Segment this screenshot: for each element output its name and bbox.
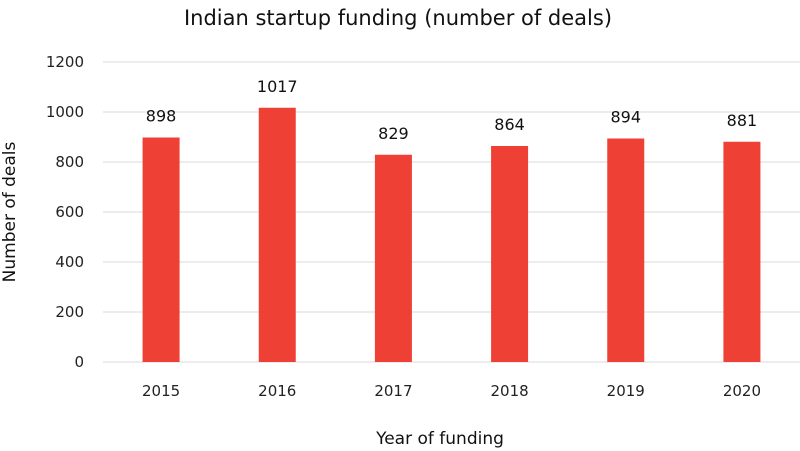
chart-title: Indian startup funding (number of deals) bbox=[184, 6, 612, 30]
x-tick-label: 2020 bbox=[723, 382, 761, 400]
x-axis-title: Year of funding bbox=[375, 429, 504, 449]
x-tick-label: 2018 bbox=[490, 382, 528, 400]
x-tick-label: 2016 bbox=[258, 382, 296, 400]
y-tick-label: 200 bbox=[55, 303, 84, 321]
data-label-2017: 829 bbox=[378, 124, 409, 143]
bar-2018 bbox=[491, 146, 529, 362]
y-tick-label: 0 bbox=[74, 353, 84, 371]
bar-2017 bbox=[374, 154, 412, 362]
bar-2020 bbox=[723, 141, 761, 362]
x-tick-label: 2015 bbox=[142, 382, 180, 400]
x-tick-label: 2019 bbox=[607, 382, 645, 400]
y-tick-label: 800 bbox=[55, 153, 84, 171]
bar-2019 bbox=[607, 138, 645, 362]
data-label-2019: 894 bbox=[610, 108, 641, 127]
y-tick-label: 1000 bbox=[46, 103, 84, 121]
y-tick-label: 1200 bbox=[46, 53, 84, 71]
y-tick-label: 400 bbox=[55, 253, 84, 271]
bar-2015 bbox=[142, 137, 180, 362]
bar-2016 bbox=[258, 107, 296, 362]
bars bbox=[142, 107, 761, 362]
x-axis-ticks: 2015 2016 2017 2018 2019 2020 bbox=[142, 382, 761, 400]
data-label-2015: 898 bbox=[146, 107, 177, 126]
y-axis-title: Number of deals bbox=[0, 141, 20, 282]
gridlines bbox=[103, 61, 800, 363]
x-tick-label: 2017 bbox=[374, 382, 412, 400]
y-tick-label: 600 bbox=[55, 203, 84, 221]
data-labels: 898 1017 829 864 894 881 bbox=[146, 77, 757, 143]
data-label-2018: 864 bbox=[494, 115, 525, 134]
y-axis-ticks: 0 200 400 600 800 1000 1200 bbox=[46, 53, 84, 371]
data-label-2016: 1017 bbox=[257, 77, 298, 96]
data-label-2020: 881 bbox=[727, 111, 758, 130]
